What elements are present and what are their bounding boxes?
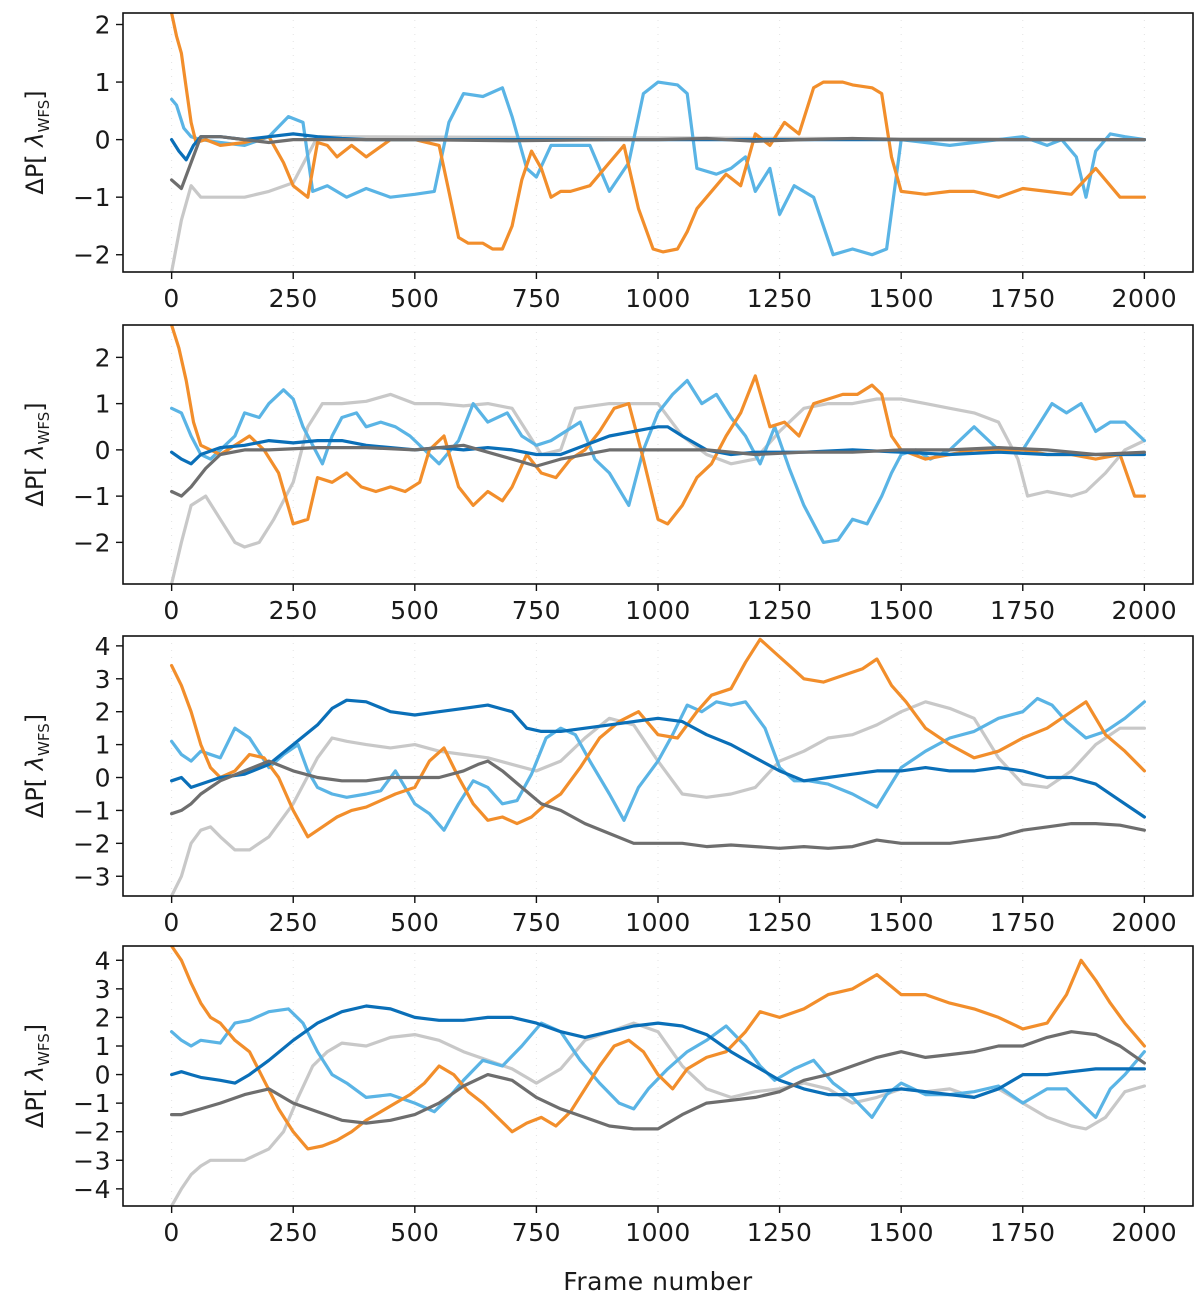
y-tick-label: 3 — [95, 975, 111, 1004]
x-tick-label: 750 — [512, 1218, 561, 1247]
y-tick-label: 2 — [95, 11, 111, 40]
x-tick-label: 250 — [269, 1218, 318, 1247]
series-group — [170, 637, 1146, 896]
y-tick-label: −1 — [73, 482, 111, 511]
y-axis-label: ΔP[ λWFS] — [21, 714, 53, 818]
series-line-dark-gray — [170, 443, 1146, 498]
plot-frame — [122, 12, 1194, 273]
y-axis-label: ΔP[ λWFS] — [21, 90, 53, 194]
x-tick-label: 1250 — [747, 1218, 813, 1247]
x-tick-label: 1000 — [625, 596, 691, 625]
x-tick-label: 1500 — [868, 1218, 934, 1247]
series-line-light-gray — [170, 392, 1146, 584]
series-group — [170, 325, 1146, 584]
x-tick-label: 250 — [269, 908, 318, 937]
x-tick-label: 1750 — [990, 596, 1056, 625]
series-line-light-blue — [170, 1007, 1146, 1119]
x-tick-label: 1250 — [747, 284, 813, 313]
x-tick-label: 500 — [390, 908, 439, 937]
y-tick-label: −2 — [73, 829, 111, 858]
x-tick-label: 500 — [390, 596, 439, 625]
y-tick-label: −1 — [73, 1089, 111, 1118]
x-tick-label: 750 — [512, 284, 561, 313]
y-tick-label: −1 — [73, 796, 111, 825]
series-group — [170, 13, 1146, 272]
series-line-dark-gray — [170, 759, 1146, 850]
y-tick-label: −4 — [73, 1175, 111, 1204]
y-tick-label: 4 — [95, 632, 111, 661]
x-tick-label: 1000 — [625, 1218, 691, 1247]
y-tick-label: 4 — [95, 946, 111, 975]
x-tick-label: 2000 — [1112, 284, 1178, 313]
x-tick-label: 2000 — [1112, 596, 1178, 625]
y-tick-label: 0 — [95, 764, 111, 793]
x-tick-label: 0 — [163, 908, 179, 937]
series-line-orange — [170, 637, 1146, 839]
y-tick-label: 1 — [95, 1032, 111, 1061]
x-tick-label: 1500 — [868, 284, 934, 313]
x-tick-label: 500 — [390, 1218, 439, 1247]
x-tick-label: 1750 — [990, 1218, 1056, 1247]
x-tick-label: 2000 — [1112, 908, 1178, 937]
x-tick-label: 1500 — [868, 596, 934, 625]
x-tick-label: 750 — [512, 596, 561, 625]
x-tick-label: 250 — [269, 596, 318, 625]
panel-1: 0 250 500 750 1000 1250 1500 1750 2000 −2 −1 0 1 2 ΔP[… — [21, 11, 1194, 313]
y-tick-label: −2 — [73, 241, 111, 270]
x-tick-label: 1750 — [990, 908, 1056, 937]
panels-group: 0 250 500 750 1000 1250 1500 1750 2000−2−1012ΔP[… — [21, 11, 1194, 1247]
y-tick-label: −3 — [73, 862, 111, 891]
series-group — [170, 946, 1146, 1206]
y-tick-label: −2 — [73, 1118, 111, 1147]
y-axis-label: ΔP[ λWFS] — [21, 1024, 53, 1128]
y-tick-label: 0 — [95, 1061, 111, 1090]
series-line-dark-gray — [170, 135, 1146, 191]
x-tick-label: 750 — [512, 908, 561, 937]
y-tick-label: −3 — [73, 1146, 111, 1175]
x-tick-label: 1250 — [747, 596, 813, 625]
y-tick-label: 0 — [95, 436, 111, 465]
x-tick-label: 0 — [163, 1218, 179, 1247]
x-tick-label: 1500 — [868, 908, 934, 937]
series-line-orange — [170, 946, 1146, 1151]
x-axis-label: Frame number — [563, 1267, 753, 1296]
x-tick-label: 1250 — [747, 908, 813, 937]
y-tick-label: 3 — [95, 665, 111, 694]
y-tick-label: 2 — [95, 343, 111, 372]
x-tick-label: 500 — [390, 284, 439, 313]
series-line-light-gray — [170, 700, 1146, 896]
x-tick-label: 2000 — [1112, 1218, 1178, 1247]
x-tick-label: 0 — [163, 284, 179, 313]
panel-3: 0 250 500 750 1000 1250 1500 1750 2000 −3 −2 −1 0 1 2 3… — [21, 632, 1194, 937]
x-tick-label: 1000 — [625, 284, 691, 313]
y-tick-label: 1 — [95, 68, 111, 97]
x-tick-label: 0 — [163, 596, 179, 625]
x-tick-label: 1000 — [625, 908, 691, 937]
y-tick-label: 2 — [95, 698, 111, 727]
series-line-dark-gray — [170, 1030, 1146, 1131]
y-tick-label: 2 — [95, 1003, 111, 1032]
y-tick-label: 0 — [95, 126, 111, 155]
series-line-dark-blue — [170, 698, 1146, 819]
y-tick-label: −1 — [73, 183, 111, 212]
y-tick-label: 1 — [95, 731, 111, 760]
x-tick-label: 1750 — [990, 284, 1056, 313]
series-line-light-blue — [170, 80, 1146, 257]
x-tick-label: 250 — [269, 284, 318, 313]
y-axis-label: ΔP[ λWFS] — [21, 402, 53, 506]
series-line-light-blue — [170, 696, 1146, 832]
y-tick-label: −2 — [73, 528, 111, 557]
panel-2: 0 250 500 750 1000 1250 1500 1750 2000 −2 −1 0 1 2 ΔP[… — [21, 324, 1194, 625]
series-line-orange — [170, 13, 1146, 254]
series-line-dark-blue — [170, 1004, 1146, 1099]
y-tick-label: 1 — [95, 390, 111, 419]
panel-4: 0 250 500 750 1000 1250 1500 1750 2000−4−3−2−101… — [21, 945, 1194, 1247]
